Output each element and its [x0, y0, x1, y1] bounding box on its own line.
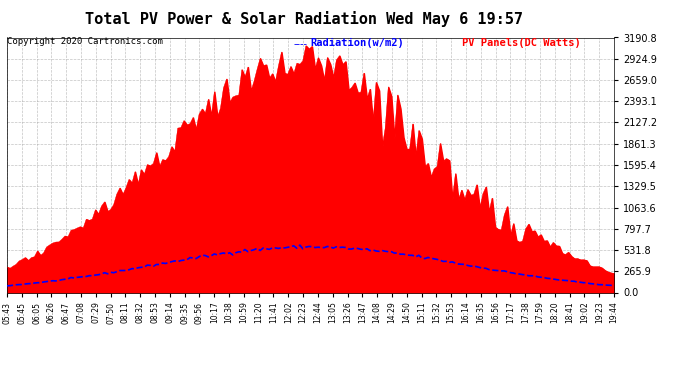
Text: Radiation(w/m2): Radiation(w/m2): [310, 38, 404, 48]
Text: ----: ----: [293, 39, 307, 50]
Text: Total PV Power & Solar Radiation Wed May 6 19:57: Total PV Power & Solar Radiation Wed May…: [85, 11, 522, 27]
Text: PV Panels(DC Watts): PV Panels(DC Watts): [462, 38, 581, 48]
Text: Copyright 2020 Cartronics.com: Copyright 2020 Cartronics.com: [7, 38, 163, 46]
